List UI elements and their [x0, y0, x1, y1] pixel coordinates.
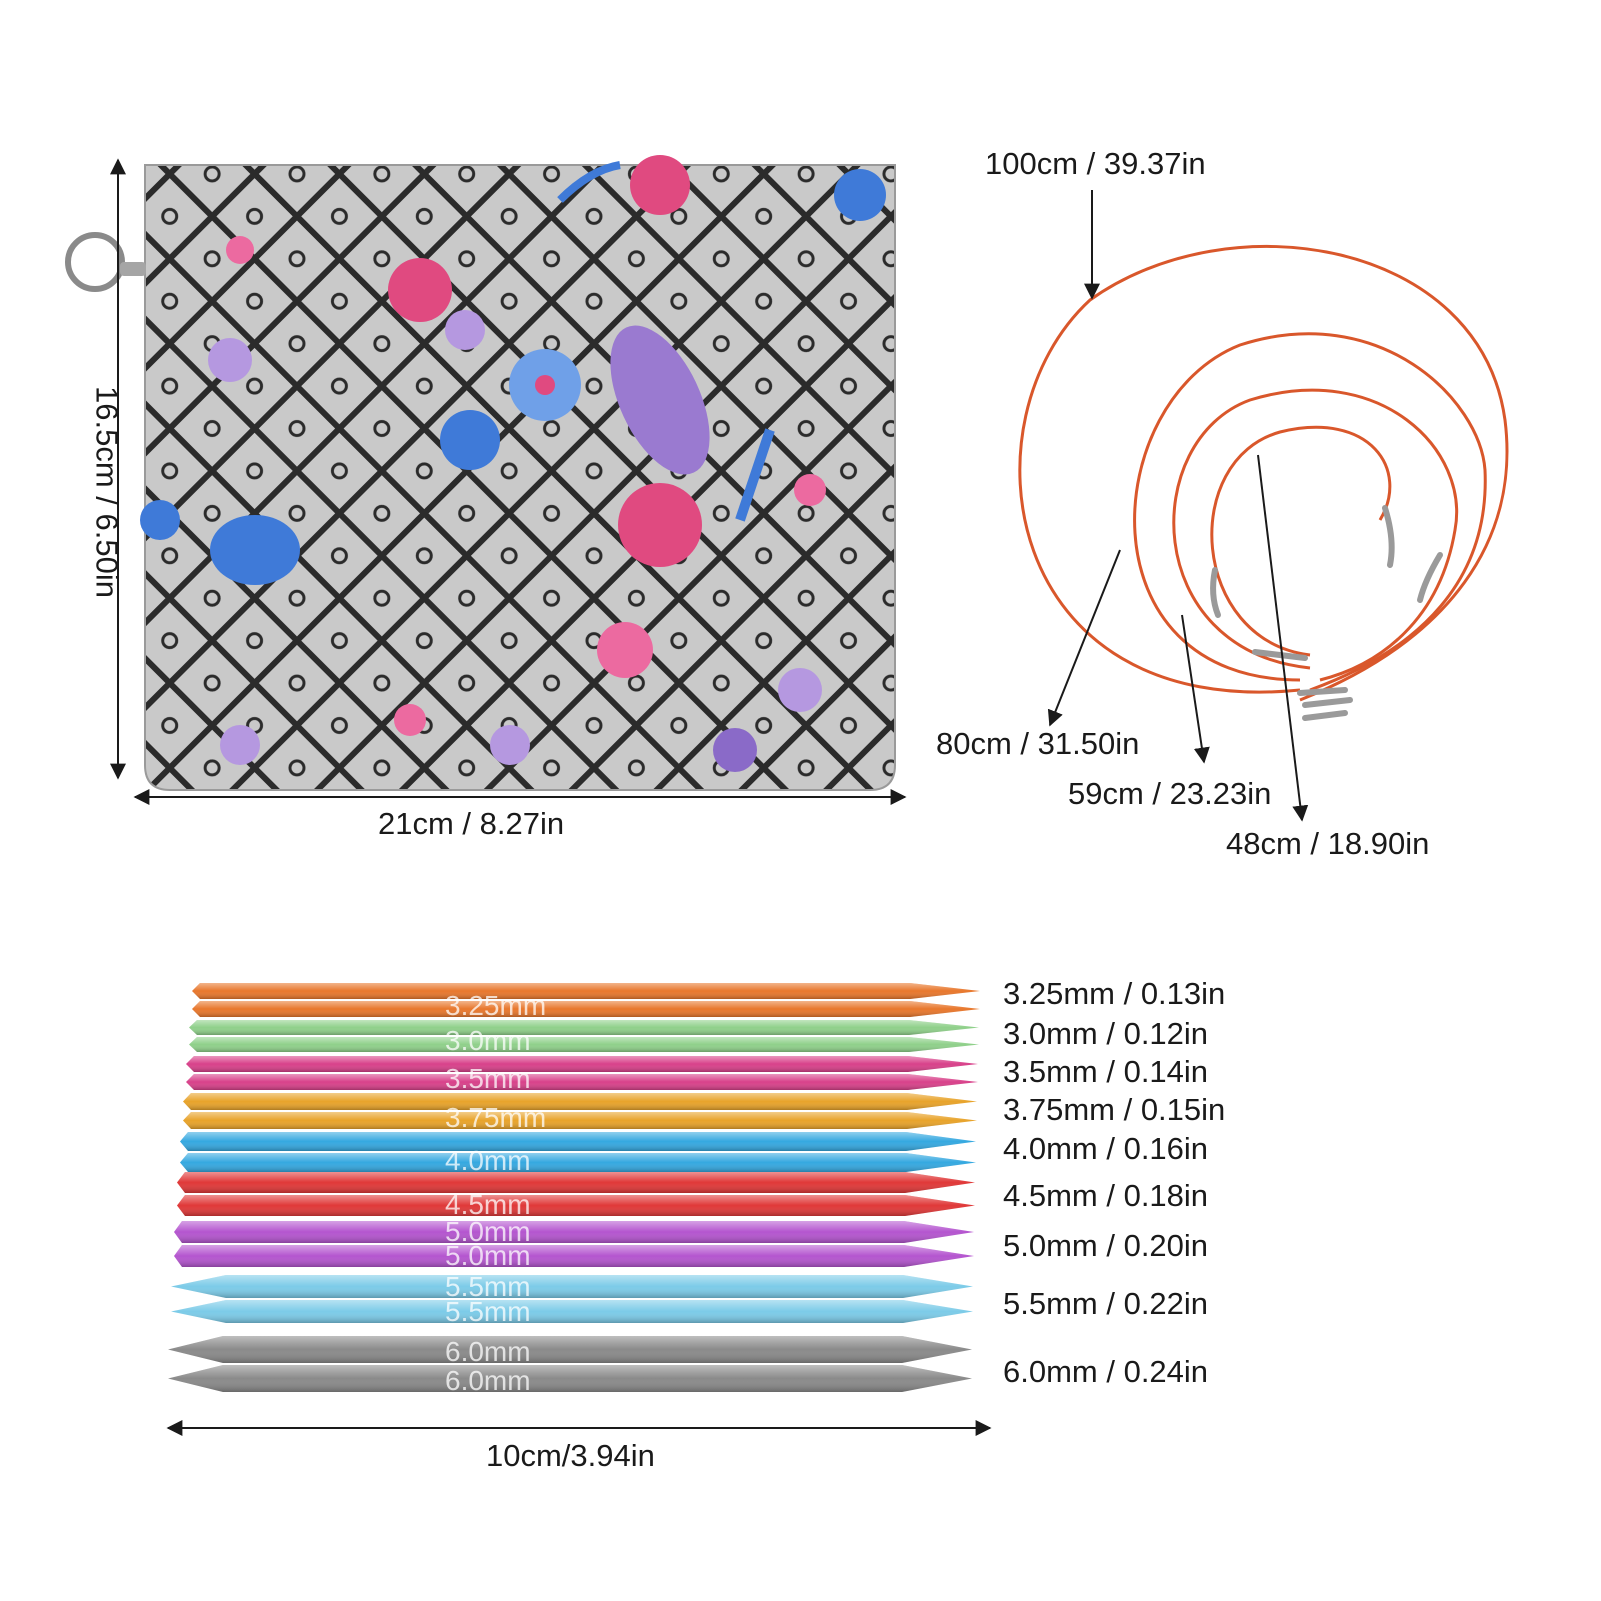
needle-size-print: 6.0mm: [445, 1336, 531, 1367]
tulip-flower: [610, 325, 710, 475]
needle-size-print: 6.0mm: [445, 1365, 531, 1396]
needle-tip: 5.0mm: [174, 1240, 974, 1271]
needle-size-label: 3.25mm / 0.13in: [1003, 976, 1226, 1011]
needle-size-label: 3.0mm / 0.12in: [1003, 1016, 1209, 1051]
violet-flower: [208, 338, 252, 382]
cable-label-59cm: 59cm / 23.23in: [1068, 776, 1272, 811]
needle-tip: [189, 1020, 979, 1035]
rose-flower: [388, 258, 452, 322]
needle-tip: 6.0mm: [168, 1336, 972, 1367]
needle-size-label: 5.0mm / 0.20in: [1003, 1228, 1209, 1263]
needle-tip: [186, 1056, 978, 1072]
daisy-flower: [834, 169, 886, 221]
needle-tip: 5.5mm: [171, 1296, 973, 1327]
needle-size-print: 3.0mm: [445, 1025, 531, 1056]
case-width-label: 21cm / 8.27in: [378, 806, 565, 841]
case-height-label: 16.5cm / 6.50in: [89, 386, 125, 598]
needle-tip: [180, 1132, 976, 1151]
key-ring: [65, 232, 146, 292]
cable-connectors: [1210, 505, 1443, 721]
needle-size-label: 3.75mm / 0.15in: [1003, 1092, 1226, 1127]
case-height-label-box: 16.5cm / 6.50in: [89, 372, 125, 612]
needle-size-label: 5.5mm / 0.22in: [1003, 1286, 1209, 1321]
cable-label-48cm: 48cm / 18.90in: [1226, 826, 1430, 861]
needle-tip: 4.5mm: [177, 1189, 975, 1220]
needle-size-print: 5.0mm: [445, 1216, 531, 1247]
needle-size-label: 4.0mm / 0.16in: [1003, 1131, 1209, 1166]
needle-size-label: 4.5mm / 0.18in: [1003, 1178, 1209, 1213]
floral-print: [140, 155, 886, 772]
cable-leader-lines: [1047, 190, 1309, 822]
leader-48cm: [1257, 454, 1309, 822]
cable-59cm: [1172, 388, 1459, 682]
needle-tip: 5.0mm: [174, 1216, 974, 1247]
needle-tip: 4.0mm: [180, 1145, 976, 1176]
needle-size-print: 3.75mm: [445, 1102, 546, 1133]
daisy-flower: [440, 410, 500, 470]
needle-size-print: 4.5mm: [445, 1189, 531, 1220]
needle-case: [65, 155, 907, 805]
needle-tip: 3.5mm: [186, 1063, 978, 1094]
needle-size-label: 3.5mm / 0.14in: [1003, 1054, 1209, 1089]
needle-size-print: 5.5mm: [445, 1296, 531, 1327]
needle-size-print: 5.5mm: [445, 1271, 531, 1302]
needle-tip: [177, 1172, 975, 1193]
cable-48cm: [1210, 425, 1392, 657]
needle-tip: [192, 983, 980, 999]
needle-size-print: 4.0mm: [445, 1145, 531, 1176]
pink-flower: [597, 622, 653, 678]
needle-size-print: 5.0mm: [445, 1240, 531, 1271]
rose-flower: [618, 483, 702, 567]
needle-tip: 5.5mm: [171, 1271, 973, 1302]
rose-flower: [630, 155, 690, 215]
cable-label-100cm: 100cm / 39.37in: [985, 146, 1206, 181]
needle-length-label: 10cm/3.94in: [486, 1438, 655, 1473]
blue-flower: [210, 515, 300, 585]
needle-tip: 3.25mm: [192, 990, 980, 1021]
cable-80cm: [1133, 332, 1487, 692]
needle-size-label: 6.0mm / 0.24in: [1003, 1354, 1209, 1389]
cable-100cm: [1018, 244, 1509, 702]
leader-80cm: [1047, 549, 1121, 727]
needle-size-print: 3.25mm: [445, 990, 546, 1021]
needle-tip: 3.0mm: [189, 1025, 979, 1056]
needle-tip: 3.75mm: [183, 1102, 977, 1133]
cable-set: [1018, 244, 1509, 721]
leader-59cm: [1181, 614, 1210, 764]
cable-label-80cm: 80cm / 31.50in: [936, 726, 1140, 761]
needle-tips: 3.25mm3.0mm3.5mm3.75mm4.0mm4.5mm5.0mm5.0…: [168, 983, 980, 1396]
needle-tip: [183, 1093, 977, 1110]
needle-size-print: 3.5mm: [445, 1063, 531, 1094]
needle-tip: 6.0mm: [168, 1365, 972, 1396]
